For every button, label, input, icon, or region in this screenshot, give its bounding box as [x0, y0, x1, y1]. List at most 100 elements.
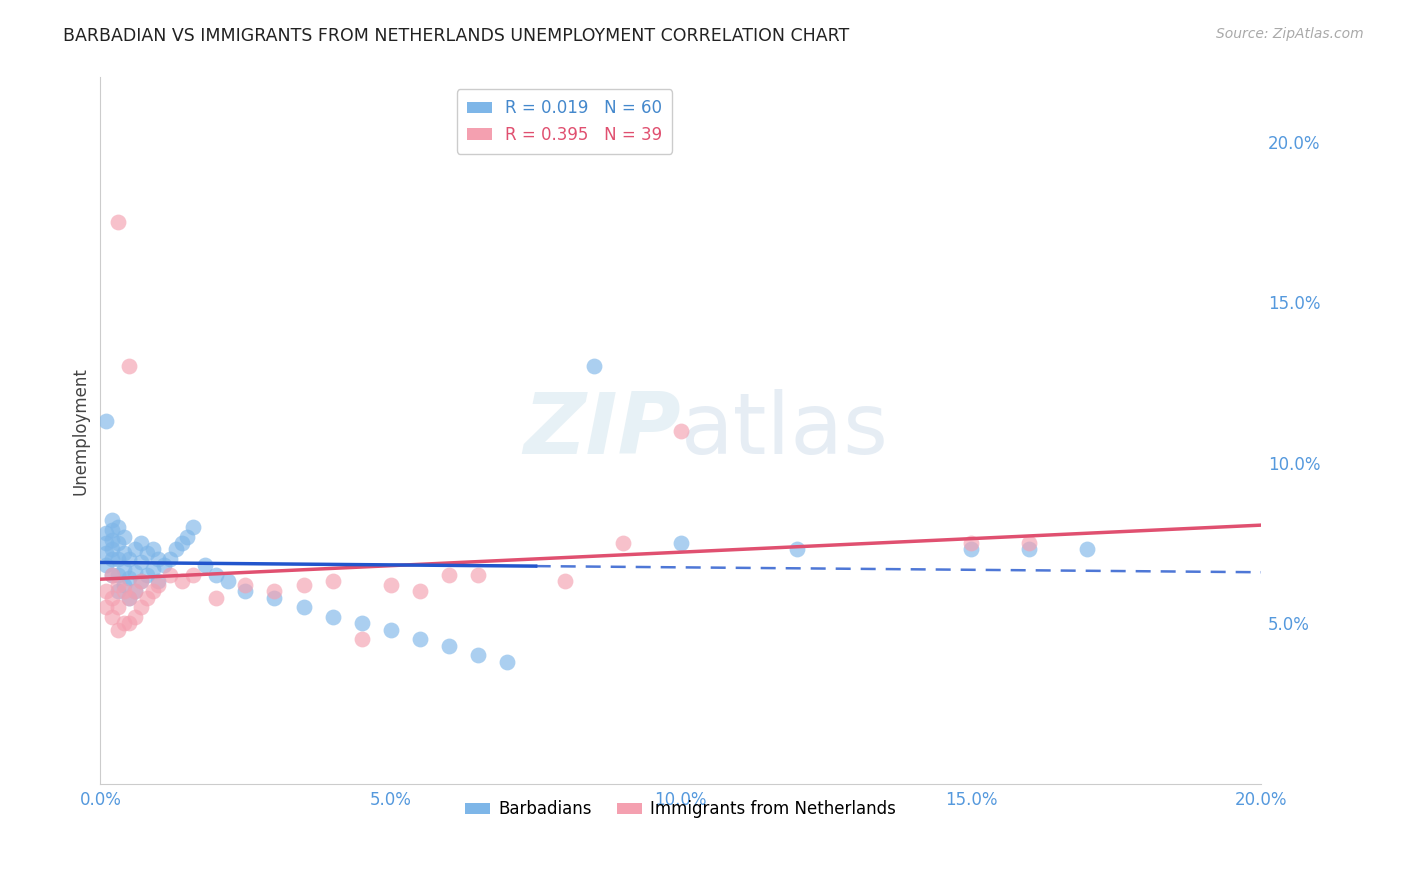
- Point: [96, 526, 118, 541]
- Point: [129, 555, 152, 569]
- Point: [107, 520, 129, 534]
- Point: [107, 215, 129, 229]
- Text: atlas: atlas: [681, 389, 889, 472]
- Point: [322, 609, 344, 624]
- Point: [263, 584, 285, 599]
- Point: [118, 616, 141, 631]
- Point: [960, 536, 983, 550]
- Point: [101, 591, 124, 605]
- Point: [235, 584, 257, 599]
- Point: [96, 558, 118, 573]
- Point: [292, 600, 315, 615]
- Point: [101, 552, 124, 566]
- Point: [129, 536, 152, 550]
- Legend: Barbadians, Immigrants from Netherlands: Barbadians, Immigrants from Netherlands: [458, 794, 903, 825]
- Point: [350, 632, 373, 647]
- Point: [96, 414, 118, 428]
- Point: [669, 424, 692, 438]
- Point: [101, 542, 124, 557]
- Point: [96, 536, 118, 550]
- Point: [1018, 536, 1040, 550]
- Point: [135, 591, 157, 605]
- Point: [118, 359, 141, 374]
- Point: [437, 639, 460, 653]
- Point: [148, 574, 170, 589]
- Point: [112, 545, 135, 559]
- Point: [467, 568, 489, 582]
- Point: [112, 577, 135, 591]
- Point: [263, 591, 285, 605]
- Point: [554, 574, 576, 589]
- Point: [107, 577, 129, 591]
- Point: [408, 632, 430, 647]
- Point: [96, 584, 118, 599]
- Point: [124, 542, 146, 557]
- Point: [437, 568, 460, 582]
- Point: [101, 609, 124, 624]
- Point: [101, 533, 124, 547]
- Point: [124, 584, 146, 599]
- Point: [135, 568, 157, 582]
- Point: [118, 552, 141, 566]
- Point: [181, 568, 204, 582]
- Point: [159, 568, 181, 582]
- Point: [217, 574, 239, 589]
- Point: [101, 568, 124, 582]
- Point: [350, 616, 373, 631]
- Point: [112, 561, 135, 575]
- Point: [467, 648, 489, 663]
- Point: [124, 584, 146, 599]
- Point: [107, 536, 129, 550]
- Point: [101, 513, 124, 527]
- Point: [176, 529, 198, 543]
- Point: [142, 584, 165, 599]
- Point: [96, 545, 118, 559]
- Point: [960, 542, 983, 557]
- Point: [170, 536, 193, 550]
- Point: [142, 542, 165, 557]
- Text: BARBADIAN VS IMMIGRANTS FROM NETHERLANDS UNEMPLOYMENT CORRELATION CHART: BARBADIAN VS IMMIGRANTS FROM NETHERLANDS…: [63, 27, 849, 45]
- Point: [495, 655, 517, 669]
- Point: [124, 609, 146, 624]
- Point: [124, 565, 146, 579]
- Point: [165, 542, 187, 557]
- Point: [170, 574, 193, 589]
- Point: [101, 568, 124, 582]
- Point: [112, 584, 135, 599]
- Point: [582, 359, 605, 374]
- Text: Source: ZipAtlas.com: Source: ZipAtlas.com: [1216, 27, 1364, 41]
- Point: [205, 568, 228, 582]
- Point: [112, 529, 135, 543]
- Point: [96, 600, 118, 615]
- Point: [107, 552, 129, 566]
- Point: [107, 623, 129, 637]
- Point: [129, 574, 152, 589]
- Point: [107, 584, 129, 599]
- Point: [292, 577, 315, 591]
- Point: [205, 591, 228, 605]
- Point: [112, 616, 135, 631]
- Point: [148, 577, 170, 591]
- Point: [1076, 542, 1098, 557]
- Point: [129, 574, 152, 589]
- Point: [322, 574, 344, 589]
- Point: [181, 520, 204, 534]
- Point: [1018, 542, 1040, 557]
- Point: [153, 558, 176, 573]
- Point: [107, 568, 129, 582]
- Point: [612, 536, 634, 550]
- Point: [118, 591, 141, 605]
- Point: [129, 600, 152, 615]
- Point: [159, 552, 181, 566]
- Point: [142, 561, 165, 575]
- Point: [107, 600, 129, 615]
- Point: [669, 536, 692, 550]
- Point: [408, 584, 430, 599]
- Point: [118, 571, 141, 585]
- Point: [118, 591, 141, 605]
- Point: [101, 523, 124, 537]
- Point: [786, 542, 808, 557]
- Point: [235, 577, 257, 591]
- Point: [135, 545, 157, 559]
- Point: [148, 552, 170, 566]
